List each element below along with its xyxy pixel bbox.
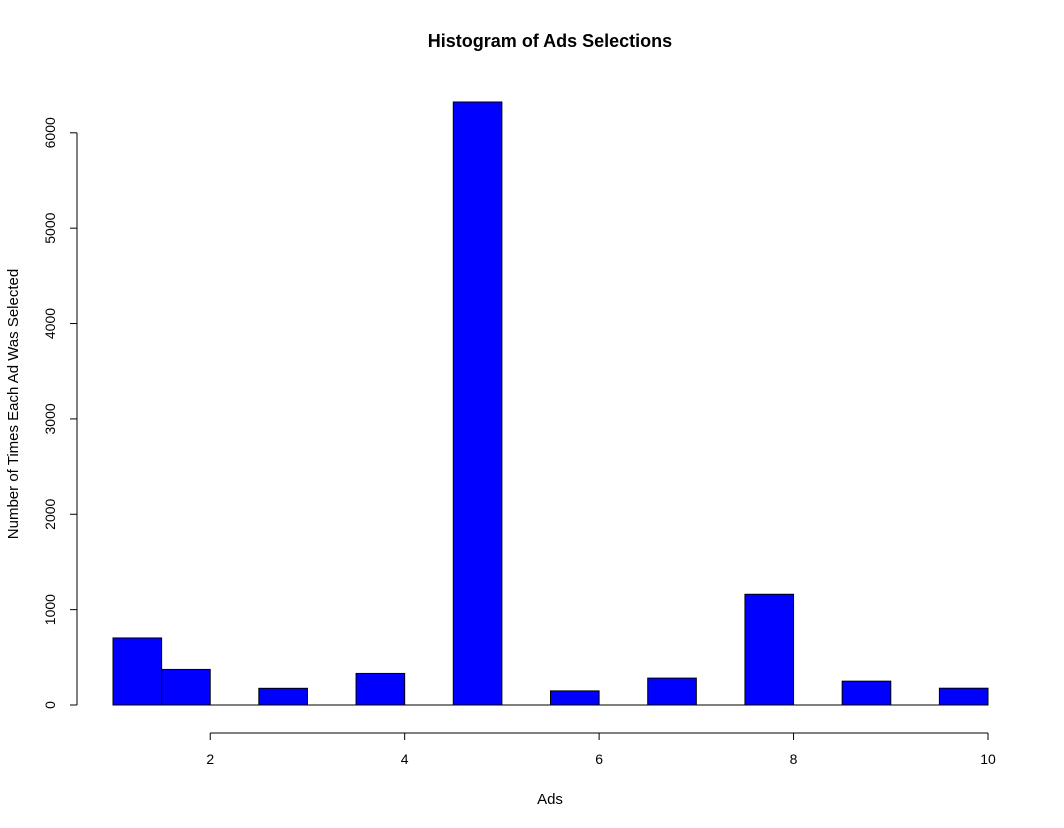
y-axis-label: Number of Times Each Ad Was Selected [5,269,22,539]
x-tick-label: 6 [595,751,603,767]
y-tick-label: 5000 [42,212,58,243]
histogram-bar [938,687,989,706]
x-tick-label: 10 [980,751,996,767]
x-tick-label: 4 [401,751,409,767]
bars-group [112,101,989,706]
histogram-bar [744,593,795,706]
histogram-bar [647,677,697,706]
x-axis: 2 4 6 8 10 [206,732,996,767]
histogram-bar [355,672,406,706]
histogram-bar [452,101,503,706]
histogram-bar [112,637,163,706]
y-tick-label: 4000 [42,308,58,339]
histogram-bar [841,680,892,706]
y-axis: 0 1000 2000 3000 4000 5000 6000 [42,117,78,709]
histogram-bar [550,690,600,706]
histogram-bar [258,687,308,706]
y-tick-label: 2000 [42,498,58,529]
histogram-bar [161,668,211,706]
x-tick-label: 8 [790,751,798,767]
x-axis-label: Ads [537,791,563,808]
x-tick-label: 2 [206,751,214,767]
y-tick-label: 3000 [42,403,58,434]
chart-title: Histogram of Ads Selections [428,31,672,51]
y-tick-label: 6000 [42,117,58,148]
y-tick-label: 0 [42,701,58,709]
y-tick-label: 1000 [42,594,58,625]
